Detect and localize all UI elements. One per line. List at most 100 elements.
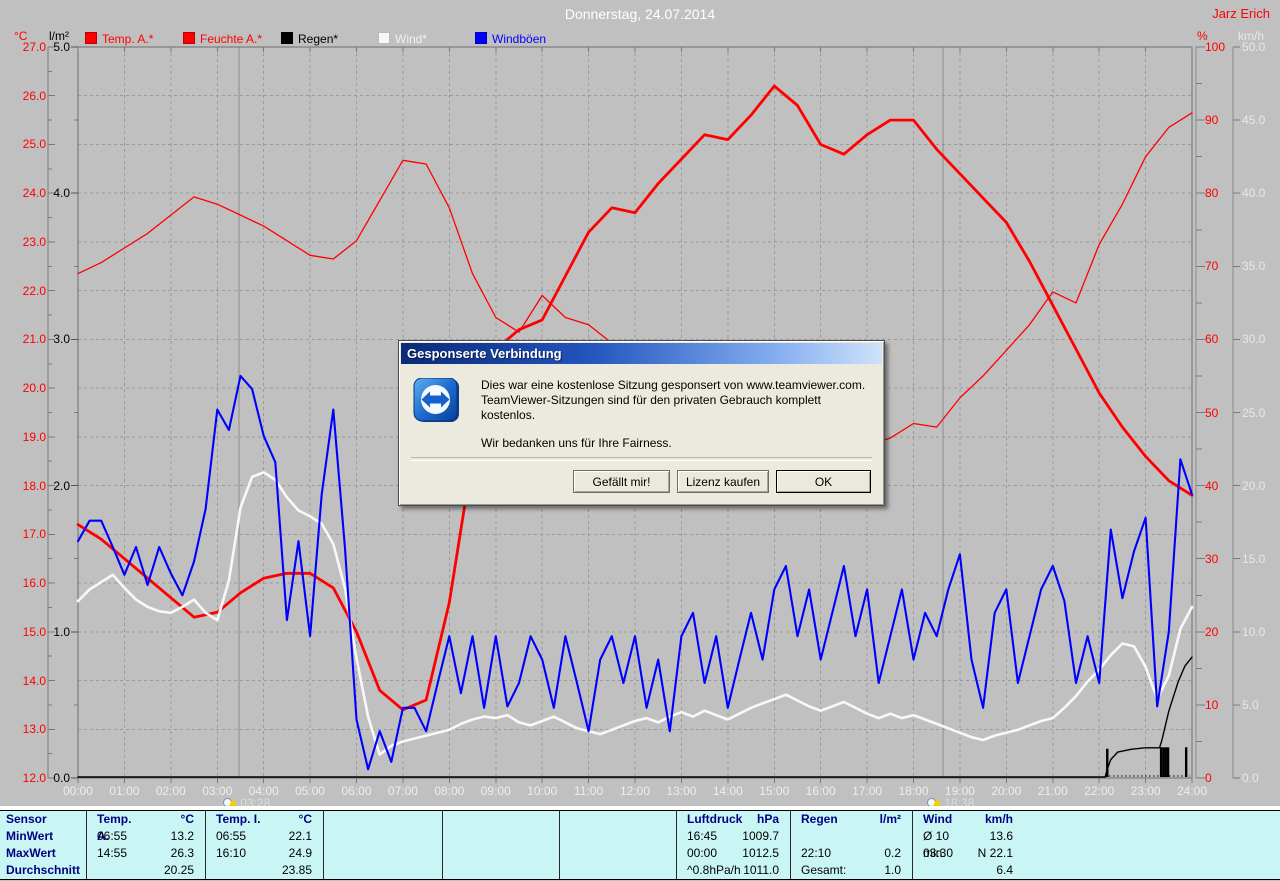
time-axis-label: 05:00 — [295, 784, 326, 798]
cell-value: 23.85 — [281, 863, 312, 877]
legend-swatch-icon — [475, 32, 487, 44]
temp-axis-label: 21.0 — [22, 332, 46, 347]
rain-axis-unit: l/m² — [49, 29, 69, 43]
cell-time — [324, 828, 383, 845]
cell-time — [443, 845, 501, 862]
time-axis-label: 10:00 — [527, 784, 558, 798]
column-unit: km/h — [984, 812, 1013, 826]
wind-axis-label: 35.0 — [1242, 259, 1266, 274]
summary-row-label: Sensor — [6, 812, 47, 826]
wind-axis-label: 10.0 — [1242, 624, 1266, 639]
summary-row-label: MaxWert — [6, 846, 56, 860]
column-header — [443, 811, 501, 828]
wind-axis-label: 45.0 — [1242, 113, 1266, 128]
teamviewer-sponsored-dialog: Gesponserte Verbindung Dies war eine kos… — [398, 340, 885, 506]
sensor-column-temp-a-: Temp. A. °C 06:55 13.2 14:55 26.3 20.25 — [86, 811, 205, 879]
dialog-divider — [411, 457, 872, 461]
cell-value — [618, 862, 677, 879]
time-axis-label: 09:00 — [480, 784, 511, 798]
column-header: Temp. I. — [216, 812, 261, 826]
cell-time: 14:55 — [97, 846, 128, 860]
humidity-axis-label: 50 — [1205, 405, 1219, 420]
temp-axis-label: 14.0 — [22, 673, 46, 688]
wind-axis-label: 40.0 — [1242, 186, 1266, 201]
cell-time — [560, 862, 618, 879]
cell-value — [383, 845, 443, 862]
cell-value: 13.6 — [989, 829, 1013, 843]
humidity-axis-label: 60 — [1205, 332, 1219, 347]
cell-time: 16:45 — [687, 829, 718, 843]
cell-value: 1011.0 — [743, 863, 779, 877]
cell-time — [324, 845, 383, 862]
wind-axis-label: 20.0 — [1242, 478, 1266, 493]
humidity-axis-label: 40 — [1205, 478, 1219, 493]
series-regen — [77, 656, 1193, 778]
time-axis-label: 13:00 — [666, 784, 697, 798]
cell-value: 1.0 — [884, 863, 901, 877]
legend-label: Wind* — [395, 32, 428, 46]
humidity-axis-unit: % — [1197, 29, 1208, 43]
legend-label: Windböen — [492, 32, 547, 46]
time-axis-label: 16:00 — [805, 784, 836, 798]
ok-button[interactable]: OK — [776, 470, 871, 493]
summary-row-label: MinWert — [6, 829, 54, 843]
buy-license-button[interactable]: Lizenz kaufen — [677, 470, 769, 493]
cell-time — [443, 862, 501, 879]
column-header — [560, 811, 618, 828]
temp-axis-label: 17.0 — [22, 527, 46, 542]
legend-item-0: Temp. A.* — [85, 32, 153, 46]
temp-axis-unit: °C — [14, 29, 28, 43]
time-axis-label: 23:00 — [1130, 784, 1161, 798]
teamviewer-icon — [413, 378, 459, 422]
like-button[interactable]: Gefällt mir! — [573, 470, 670, 493]
cell-value — [501, 845, 560, 862]
time-axis-label: 15:00 — [759, 784, 790, 798]
page-title: Donnerstag, 24.07.2014 — [564, 6, 716, 22]
cell-time: 00:00 — [687, 846, 718, 860]
column-unit: °C — [298, 812, 312, 826]
time-axis-label: 17:00 — [852, 784, 883, 798]
wind-axis-label: 5.0 — [1242, 697, 1259, 712]
cell-time: 06:55 — [97, 829, 128, 843]
temp-axis-label: 13.0 — [22, 722, 46, 737]
cell-value: 24.9 — [288, 846, 312, 860]
time-axis-label: 07:00 — [387, 784, 418, 798]
temp-axis-label: 16.0 — [22, 576, 46, 591]
legend-label: Feuchte A.* — [200, 32, 263, 46]
rain-intensity-bar — [1184, 747, 1188, 777]
rain-axis-label: 0.0 — [53, 771, 70, 785]
cell-value: 22.1 — [288, 829, 312, 843]
cell-value — [618, 845, 677, 862]
dialog-message: Dies war eine kostenlose Sitzung gespons… — [481, 378, 870, 451]
time-axis-label: 19:00 — [944, 784, 975, 798]
rain-intensity-bar — [1164, 747, 1167, 777]
dialog-body: Dies war eine kostenlose Sitzung gespons… — [401, 364, 882, 503]
column-unit: °C — [180, 812, 194, 826]
cell-value: 6.4 — [996, 863, 1013, 877]
cell-time — [324, 862, 383, 879]
humidity-axis-label: 90 — [1205, 113, 1219, 128]
sensor-column-empty — [442, 811, 559, 879]
series-wind — [76, 471, 1194, 756]
column-unit — [618, 811, 677, 828]
humidity-axis-label: 100 — [1205, 40, 1226, 54]
time-axis-label: 00:00 — [62, 784, 94, 798]
column-unit: hPa — [756, 812, 779, 826]
time-axis-label: 20:00 — [991, 784, 1022, 798]
time-axis-label: 21:00 — [1037, 784, 1068, 798]
series-windboeen — [76, 374, 1194, 771]
humidity-axis-label: 30 — [1205, 551, 1219, 566]
time-axis-label: 11:00 — [574, 784, 604, 798]
cell-value — [501, 828, 560, 845]
rain-intensity-bar — [1162, 747, 1165, 777]
temp-axis-label: 18.0 — [22, 478, 46, 493]
time-axis-label: 04:00 — [248, 784, 279, 798]
weather-chart-canvas — [47, 46, 1240, 783]
rain-axis-label: 3.0 — [53, 332, 70, 347]
cell-time — [206, 862, 264, 879]
cell-value — [618, 828, 677, 845]
legend-swatch-icon — [183, 32, 195, 44]
rain-axis-label: 4.0 — [53, 186, 70, 201]
dialog-title-bar[interactable]: Gesponserte Verbindung — [401, 343, 882, 364]
